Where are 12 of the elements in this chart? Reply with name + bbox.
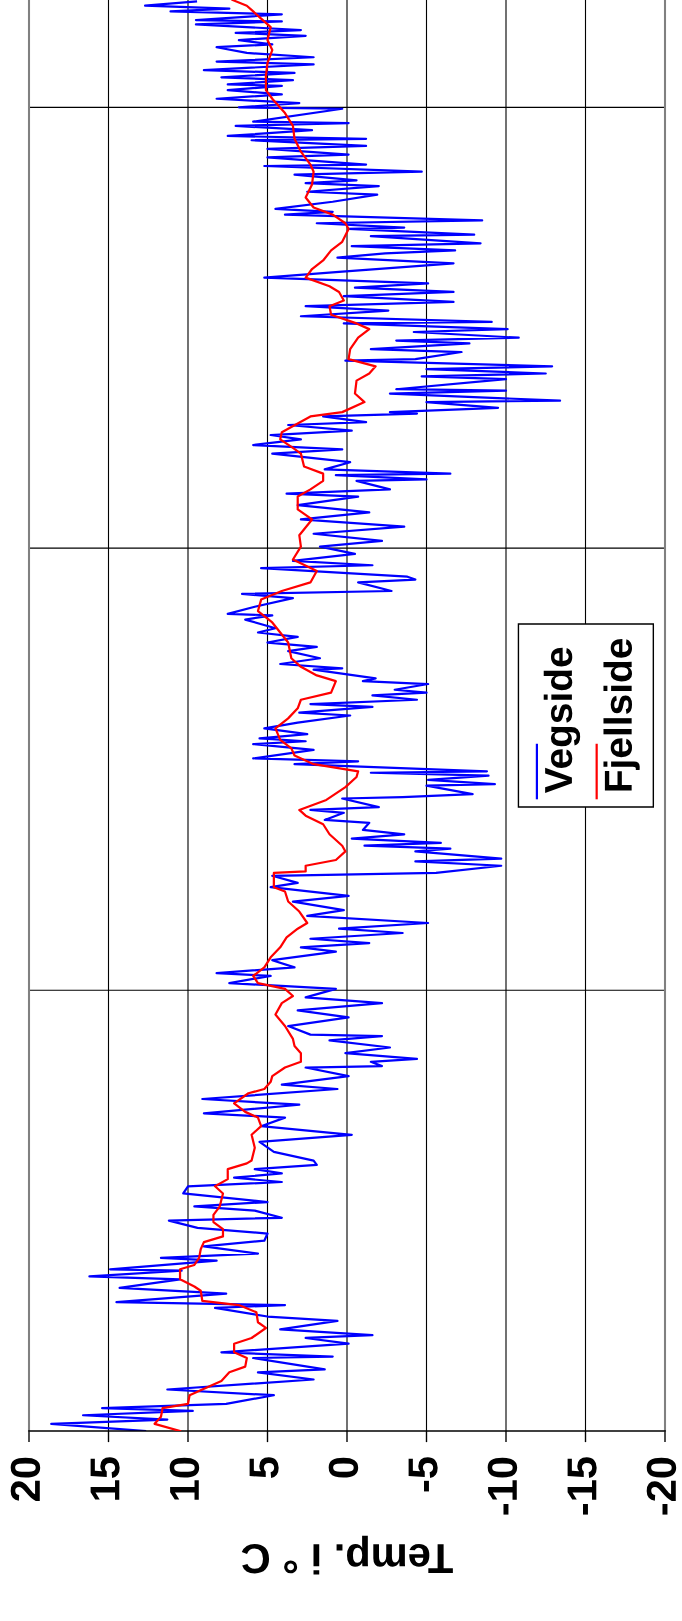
x-tick-label: -10 (487, 1457, 518, 1515)
x-axis-title: Temp. i ° C (241, 1535, 453, 1575)
x-tick-label: 10 (169, 1457, 200, 1500)
text: Vegside (543, 647, 581, 794)
x-tick-label: 0 (328, 1457, 359, 1478)
x-tick-label: -15 (567, 1457, 597, 1515)
x-tick-label: 20 (10, 1457, 41, 1501)
x-tick-label: 5 (249, 1457, 279, 1478)
text: Fjellside (603, 638, 640, 791)
x-tick-label: 15 (90, 1457, 120, 1500)
x-tick-label: -20 (646, 1457, 677, 1515)
x-tick-label: -5 (408, 1457, 438, 1492)
